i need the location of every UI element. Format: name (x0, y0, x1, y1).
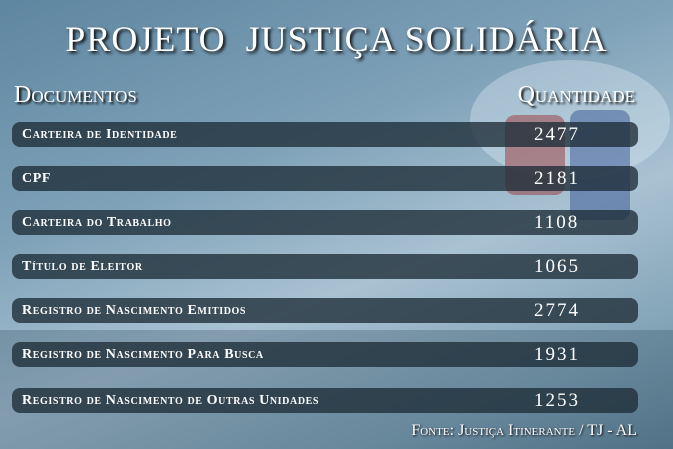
row-value: 1253 (534, 389, 580, 411)
row-label: Carteira do Trabalho (22, 214, 172, 230)
table-row: Registro de Nascimento de Outras Unidade… (12, 388, 638, 413)
table-row: Registro de Nascimento Emitidos 2774 (12, 298, 638, 323)
row-label: Carteira de Identidade (22, 126, 178, 142)
row-value: 1108 (534, 211, 580, 233)
row-label: CPF (22, 170, 52, 186)
row-value: 1931 (534, 343, 580, 365)
header-documents: Documentos (14, 82, 137, 108)
header-quantity: Quantidade (517, 82, 635, 108)
row-value: 2774 (534, 299, 580, 321)
row-label: Registro de Nascimento de Outras Unidade… (22, 392, 320, 408)
row-label: Registro de Nascimento Emitidos (22, 302, 247, 318)
table-row: Registro de Nascimento Para Busca 1931 (12, 342, 638, 367)
row-value: 2477 (534, 123, 580, 145)
row-label: Registro de Nascimento Para Busca (22, 346, 264, 362)
row-value: 2181 (534, 167, 580, 189)
table-row: Título de Eleitor 1065 (12, 254, 638, 279)
table-row: CPF 2181 (12, 166, 638, 191)
background-photo (470, 60, 670, 180)
table-row: Carteira do Trabalho 1108 (12, 210, 638, 235)
source-note: Fonte: Justiça Itinerante / TJ - AL (411, 422, 637, 439)
row-value: 1065 (534, 255, 580, 277)
page-title: PROJETO JUSTIÇA SOLIDÁRIA (65, 19, 608, 59)
table-row: Carteira de Identidade 2477 (12, 122, 638, 147)
row-label: Título de Eleitor (22, 258, 143, 274)
